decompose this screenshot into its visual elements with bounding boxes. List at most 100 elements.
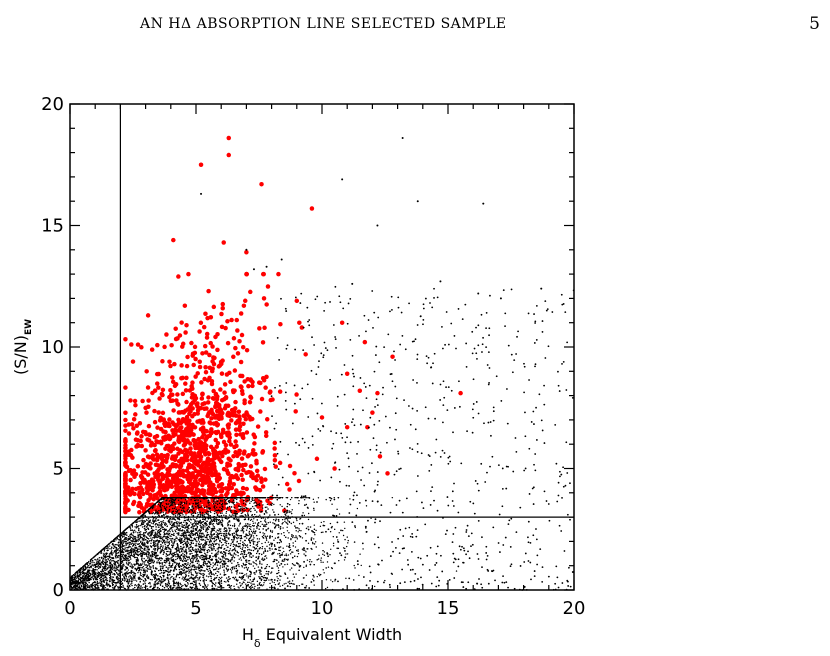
black-point [117, 555, 119, 558]
black-point [139, 517, 141, 520]
red-point [215, 347, 220, 353]
black-point [162, 569, 165, 572]
red-point [123, 506, 128, 512]
black-point [252, 538, 254, 541]
red-point [259, 396, 265, 402]
red-point [186, 271, 191, 277]
black-point [142, 565, 145, 568]
black-point [156, 550, 159, 552]
red-point [299, 325, 305, 330]
black-point [192, 542, 195, 545]
black-point [322, 531, 324, 533]
red-point [254, 497, 259, 503]
red-point [203, 311, 208, 317]
red-point [145, 490, 150, 496]
red-point [260, 340, 266, 345]
black-point [158, 510, 160, 512]
red-point [159, 461, 165, 467]
red-point [198, 405, 204, 411]
black-point [294, 546, 297, 548]
red-point [177, 410, 183, 415]
red-point [157, 489, 163, 494]
black-point [269, 586, 271, 589]
black-point [277, 577, 279, 580]
black-point [216, 574, 219, 577]
red-point [123, 417, 128, 423]
red-point [123, 337, 128, 342]
red-point [170, 379, 176, 385]
red-point [139, 443, 145, 449]
red-point [155, 425, 160, 430]
red-point [314, 456, 320, 462]
black-point [256, 545, 259, 548]
red-point [202, 450, 208, 455]
black-point [182, 552, 184, 555]
red-point [180, 416, 186, 422]
black-point [193, 510, 196, 512]
black-point [160, 559, 162, 562]
black-point [253, 518, 255, 520]
black-point [214, 543, 216, 545]
black-point [103, 552, 105, 555]
black-point [188, 520, 191, 522]
black-point [279, 579, 281, 581]
black-point [150, 557, 153, 559]
red-point [167, 359, 172, 364]
black-point [214, 508, 216, 510]
black-point [240, 530, 242, 532]
black-point [344, 527, 346, 530]
black-point [286, 530, 289, 532]
black-point [320, 521, 323, 524]
black-point [239, 557, 242, 559]
black-point [298, 500, 300, 502]
black-point [177, 499, 180, 501]
black-point [288, 520, 290, 523]
black-point [235, 529, 238, 531]
red-point [237, 416, 242, 422]
red-point [239, 332, 245, 338]
black-point [232, 566, 234, 568]
red-point [226, 456, 232, 462]
red-point [236, 464, 241, 470]
red-point [167, 472, 172, 478]
red-point [226, 487, 231, 492]
red-point [242, 298, 248, 304]
black-point [182, 544, 184, 546]
black-point [246, 527, 249, 529]
red-point [178, 420, 184, 426]
black-point [225, 510, 228, 513]
red-point [194, 401, 199, 407]
black-point [182, 514, 184, 516]
black-point [200, 538, 202, 541]
red-point [225, 461, 230, 466]
black-point [187, 534, 190, 537]
black-point [204, 513, 206, 515]
red-point [219, 371, 225, 376]
red-point [258, 476, 264, 481]
red-point [227, 438, 232, 444]
black-point [157, 575, 159, 577]
black-point [203, 587, 206, 590]
black-point [284, 520, 286, 523]
black-point [220, 534, 223, 537]
black-point [117, 566, 119, 568]
black-point [217, 571, 220, 573]
black-point [161, 504, 164, 507]
black-point [306, 496, 308, 499]
red-point [278, 321, 283, 327]
red-point [152, 493, 157, 498]
black-point [329, 499, 332, 502]
red-point [146, 423, 152, 429]
black-point [132, 571, 134, 574]
black-point [182, 540, 185, 542]
red-point [370, 410, 375, 415]
red-point [200, 351, 205, 356]
red-point [215, 331, 220, 337]
red-point [228, 442, 234, 447]
red-point [170, 375, 175, 380]
black-series [69, 137, 575, 591]
black-point [236, 501, 238, 504]
black-point [237, 543, 240, 545]
black-point [183, 567, 185, 569]
black-point [115, 564, 117, 566]
